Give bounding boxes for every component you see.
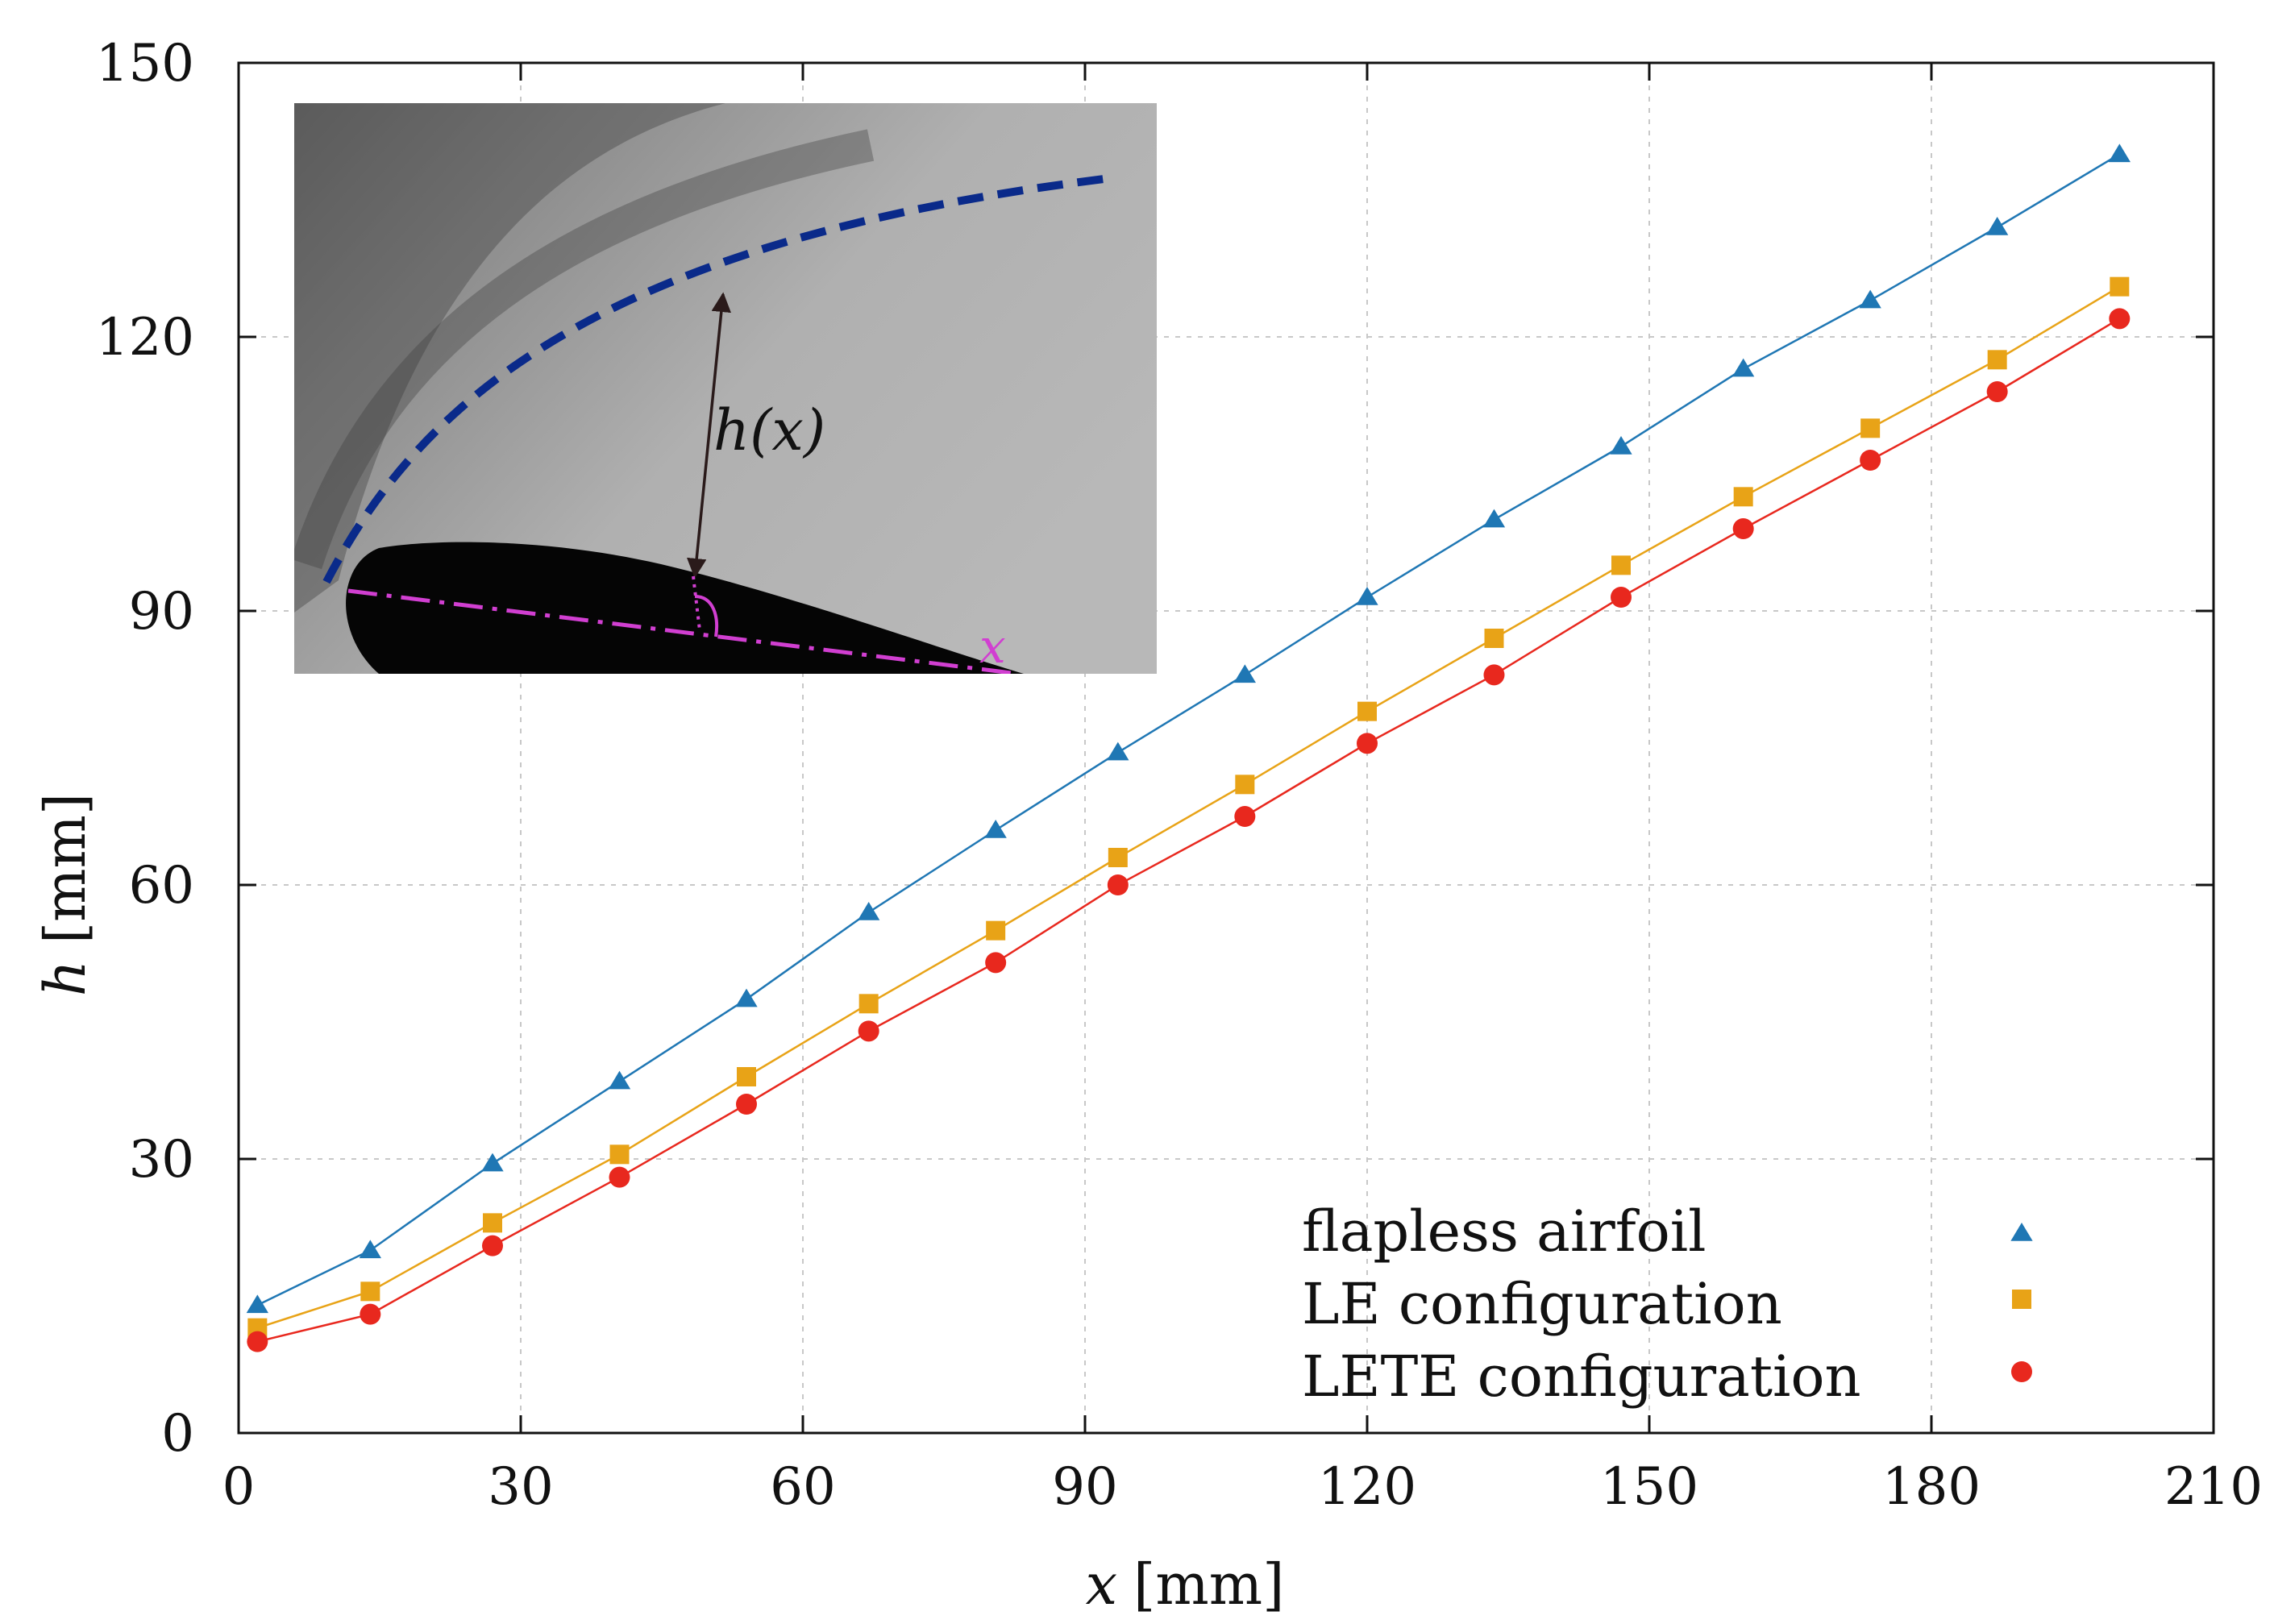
data-point: [985, 952, 1007, 974]
y-tick-label: 90: [129, 582, 194, 642]
data-point: [1482, 509, 1506, 528]
y-tick-label: 30: [129, 1130, 194, 1190]
y-tick-label: 150: [96, 34, 194, 93]
legend-label-flapless: flapless airfoil: [1302, 1198, 1707, 1265]
x-tick-label: 60: [770, 1457, 835, 1517]
data-point: [737, 1067, 756, 1086]
data-point: [1357, 701, 1377, 721]
y-axis-unit: [mm]: [32, 793, 98, 944]
data-point: [360, 1303, 381, 1325]
right-angle-marker: [694, 595, 718, 638]
legend-marker: [2011, 1361, 2032, 1382]
x-tick-label: 0: [222, 1457, 256, 1517]
distance-arrow: [687, 292, 731, 579]
y-tick-label: 120: [96, 308, 194, 368]
data-point: [1356, 587, 1378, 605]
x-axis-var: x: [1086, 1551, 1117, 1618]
data-point: [1733, 487, 1753, 507]
inset-label-x: x: [979, 619, 1006, 674]
y-tick-label: 60: [129, 856, 194, 916]
data-point: [1107, 741, 1129, 761]
data-point: [735, 988, 758, 1007]
y-tick-label: 0: [161, 1404, 194, 1464]
series-line: [256, 153, 2120, 1306]
data-point: [1108, 848, 1128, 867]
data-point: [1107, 874, 1129, 895]
normal-line: [692, 575, 701, 631]
data-point: [736, 1094, 757, 1115]
data-point: [609, 1144, 630, 1165]
axis-ticks: 0 30 60 90 120 150 180 210 0 30 60 90 120 150: [96, 34, 2263, 1517]
inset-flow-shading: [294, 103, 725, 613]
plot-frame: [237, 61, 2215, 1435]
y-axis-title: h [mm]: [32, 793, 98, 996]
legend-markers: [2010, 1223, 2033, 1382]
data-point: [246, 1294, 268, 1314]
x-tick-label: 180: [1882, 1457, 1981, 1517]
series-3: [247, 308, 2131, 1352]
data-point: [2110, 276, 2130, 297]
legend-marker: [2010, 1223, 2033, 1241]
data-point: [483, 1213, 502, 1233]
x-axis-title: x [mm]: [1086, 1551, 1285, 1618]
chord-line: [347, 588, 1012, 674]
legend-label-lete: LETE configuration: [1302, 1344, 1861, 1410]
data-point: [1233, 664, 1256, 683]
data-point: [1611, 555, 1631, 575]
data-point: [984, 820, 1007, 838]
data-point: [1483, 664, 1505, 686]
x-tick-label: 210: [2164, 1457, 2263, 1517]
data-point: [1987, 350, 2007, 370]
data-point: [1357, 733, 1378, 754]
data-point: [2108, 143, 2131, 163]
data-point: [360, 1281, 380, 1302]
series-line: [257, 318, 2120, 1343]
shock-front-curve: [322, 175, 1105, 584]
data-point: [1610, 436, 1632, 455]
legend: flapless airfoil LE configuration LETE c…: [1302, 1198, 2033, 1410]
data-point: [1732, 518, 1754, 539]
inset-shock-shadow: [294, 129, 875, 570]
x-tick-label: 150: [1600, 1457, 1698, 1517]
x-tick-label: 120: [1318, 1457, 1416, 1517]
data-point: [481, 1153, 504, 1172]
data-point: [1860, 450, 1881, 471]
y-axis-var: h: [32, 960, 98, 996]
data-point: [1484, 629, 1504, 648]
data-point: [1732, 358, 1755, 377]
data-point: [2109, 308, 2131, 330]
data-point: [359, 1240, 381, 1259]
data-point: [482, 1235, 503, 1256]
data-point: [986, 920, 1006, 941]
legend-label-le: LE configuration: [1302, 1271, 1782, 1337]
x-tick-label: 30: [488, 1457, 553, 1517]
series-1: [246, 143, 2131, 1314]
data-point: [858, 902, 880, 920]
airfoil-silhouette: [346, 542, 1024, 674]
inset-label-h: h(x): [713, 397, 825, 463]
data-point: [247, 1331, 268, 1352]
data-point: [608, 1070, 631, 1090]
series-line: [256, 285, 2120, 1329]
legend-marker: [2012, 1290, 2031, 1309]
data-point: [858, 1020, 879, 1042]
x-axis-unit: [mm]: [1133, 1551, 1284, 1618]
data-point: [1234, 806, 1256, 827]
series-layer: [246, 143, 2131, 1352]
series-2: [247, 276, 2130, 1338]
data-point: [1860, 418, 1881, 438]
data-point: [609, 1166, 630, 1188]
data-point: [1986, 381, 2008, 402]
data-point: [1611, 587, 1632, 608]
data-point: [1859, 289, 1881, 309]
inset-image: h(x) x: [294, 103, 1157, 674]
x-tick-label: 90: [1052, 1457, 1117, 1517]
data-point: [858, 994, 879, 1014]
data-point: [1986, 217, 2009, 235]
data-point: [1235, 775, 1255, 795]
